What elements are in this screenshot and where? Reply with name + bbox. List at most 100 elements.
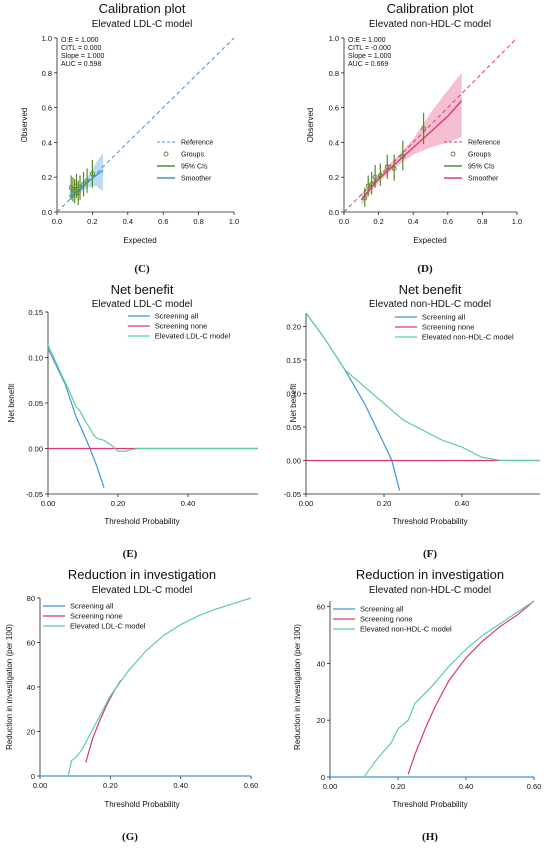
x-tick-label: 0.0: [339, 217, 349, 226]
x-axis-label: Threshold Probability: [392, 800, 467, 809]
legend-label: Screening all: [360, 605, 404, 614]
y-tick-label: 0.00: [286, 456, 301, 465]
panel-e: Net benefit Elevated LDL-C model 0.00 0.20 0…: [7, 282, 258, 560]
x-tick-label: 0.60: [244, 781, 259, 790]
x-tick-label: 0.4: [408, 217, 418, 226]
y-tick-label: 0.4: [329, 138, 339, 147]
y-tick-label: 0.20: [286, 322, 301, 331]
group-point: [89, 171, 95, 177]
chart-title: Reduction in investigation: [68, 567, 216, 582]
y-tick-label: 0: [321, 773, 325, 782]
y-axis-label: Net benefit: [7, 383, 16, 422]
x-tick-label: 0.20: [377, 499, 392, 508]
y-tick-label: 0.00: [28, 445, 43, 454]
y-tick-label: 60: [317, 603, 325, 612]
y-tick-label: 0: [31, 772, 35, 781]
x-tick-label: 1.0: [512, 217, 522, 226]
y-axis-label: Reduction in investigation (per 100): [5, 624, 14, 750]
y-tick-label: 0.8: [329, 69, 339, 78]
y-tick-label: 0.2: [329, 173, 339, 182]
legend-label: Smoother: [468, 176, 499, 183]
x-axis-label: Threshold Probability: [104, 517, 179, 526]
group-point: [384, 164, 390, 170]
chart-subtitle: Elevated LDL-C model: [92, 585, 193, 596]
series-line: [47, 344, 258, 452]
y-tick-label: 0.10: [286, 389, 301, 398]
y-tick-label: 0.6: [42, 104, 52, 113]
x-tick-label: 0.20: [391, 782, 406, 791]
x-tick-label: 0.8: [477, 217, 487, 226]
series-line: [407, 600, 535, 775]
smoother-confidence-band: [361, 72, 462, 206]
panel-g: Reduction in investigation Elevated LDL-C…: [5, 567, 258, 843]
chart-title: Net benefit: [399, 282, 462, 297]
y-tick-label: 1.0: [329, 34, 339, 43]
y-tick-label: 20: [27, 728, 35, 737]
x-tick-label: 0.6: [443, 217, 453, 226]
legend-label: Elevated LDL-C model: [155, 332, 231, 341]
legend-label: Screening all: [155, 312, 199, 321]
x-tick-label: 0.8: [193, 217, 203, 226]
panel-f: Net benefit Elevated non-HDL-C model 0.00 0…: [284, 282, 540, 560]
legend-swatch: [163, 151, 169, 157]
y-axis-label: Observed: [306, 108, 315, 143]
legend-label: 95% CIs: [468, 164, 495, 171]
y-axis-label: Net benefit: [289, 383, 298, 422]
legend-label: Elevated non-HDL-C model: [422, 333, 514, 342]
group-point: [391, 166, 397, 171]
chart-subtitle: Elevated LDL-C model: [92, 299, 193, 310]
y-tick-label: 0.6: [329, 104, 339, 113]
stat-line: Slope = 1.000: [348, 53, 392, 60]
y-tick-label: 40: [317, 659, 325, 668]
x-tick-label: 0.4: [123, 217, 133, 226]
chart-title: Calibration plot: [387, 1, 474, 16]
y-tick-label: 0.0: [329, 208, 339, 217]
x-axis-label: Threshold Probability: [104, 800, 179, 809]
panel-label: (E): [123, 548, 138, 560]
legend-label: Groups: [468, 152, 491, 159]
x-axis-label: Expected: [413, 236, 446, 245]
legend-label: Screening all: [70, 602, 114, 611]
reference-line: [56, 37, 235, 213]
stat-line: CITL = -0.000: [348, 45, 391, 52]
group-point: [421, 126, 427, 131]
x-tick-label: 0.00: [323, 782, 338, 791]
x-tick-label: 0.00: [33, 781, 48, 790]
x-tick-label: 0.40: [455, 499, 470, 508]
x-tick-label: 0.20: [103, 781, 118, 790]
chart-subtitle: Elevated non-HDL-C model: [369, 585, 491, 596]
x-tick-label: 0.0: [52, 217, 62, 226]
y-tick-label: 20: [317, 716, 325, 725]
panel-h: Reduction in investigation Elevated non-H…: [293, 567, 541, 843]
series-line: [47, 348, 105, 488]
x-tick-label: 0.40: [459, 782, 474, 791]
group-point: [377, 173, 383, 178]
chart-title: Calibration plot: [99, 1, 186, 16]
y-tick-label: 60: [27, 639, 35, 648]
panel-label: (C): [134, 263, 150, 275]
group-point: [369, 181, 375, 187]
y-tick-label: -0.05: [26, 490, 43, 499]
x-tick-label: 0.40: [181, 499, 196, 508]
series-line: [85, 680, 122, 763]
chart-title: Net benefit: [111, 282, 174, 297]
stat-line: AUC = 0.669: [348, 61, 388, 68]
x-tick-label: 0.60: [527, 782, 542, 791]
group-point: [77, 185, 83, 191]
legend-label: Screening none: [422, 323, 475, 332]
x-tick-label: 0.2: [87, 217, 97, 226]
panel-label: (H): [422, 831, 438, 843]
legend-label: Screening all: [422, 313, 466, 322]
panel-label: (G): [122, 831, 138, 843]
y-tick-label: -0.05: [284, 490, 301, 499]
group-point: [362, 195, 368, 201]
panel-label: (F): [423, 548, 437, 560]
y-tick-label: 0.4: [42, 138, 52, 147]
stat-line: O:E = 1.000: [61, 37, 99, 44]
y-tick-label: 40: [27, 683, 35, 692]
y-tick-label: 0.10: [28, 354, 43, 363]
x-axis-label: Threshold Probability: [392, 517, 467, 526]
chart-subtitle: Elevated non-HDL-C model: [369, 19, 491, 30]
legend-label: Screening none: [70, 612, 123, 621]
